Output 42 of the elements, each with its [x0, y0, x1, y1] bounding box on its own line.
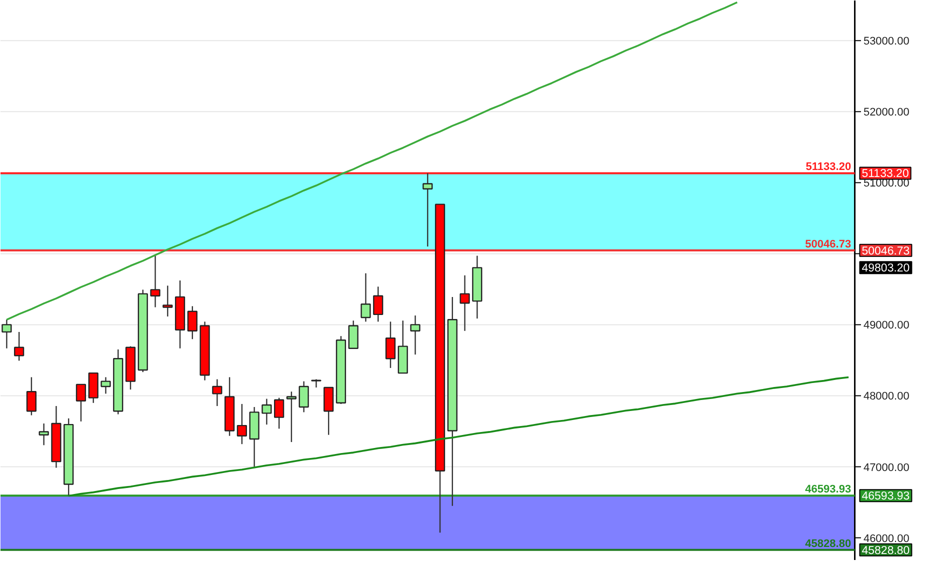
candlestick — [385, 321, 396, 369]
y-tick-label: 48000.00 — [863, 390, 910, 403]
candlestick — [150, 254, 160, 308]
candlestick — [360, 272, 371, 322]
candlestick — [298, 380, 309, 413]
y-tick-label: 47000.00 — [863, 462, 910, 474]
candlestick — [162, 285, 173, 318]
candlestick — [262, 398, 272, 426]
candlestick — [212, 378, 222, 407]
ref-line-label: 46593.93 — [805, 484, 852, 496]
candlestick — [100, 376, 111, 394]
candlestick — [76, 384, 86, 422]
candlestick — [286, 391, 297, 443]
candlestick — [373, 286, 384, 322]
candlestick — [460, 274, 470, 332]
text: 51133.20 — [862, 168, 909, 180]
candlestick — [324, 386, 334, 436]
candlestick — [14, 331, 24, 362]
text: 49803.20 — [862, 262, 910, 275]
y-tick-label: 49000.00 — [863, 320, 910, 332]
candlestick — [311, 378, 322, 388]
ref-line-label: 51133.20 — [806, 161, 852, 174]
line-series — [6, 1, 738, 321]
candlestick — [422, 172, 433, 248]
y-tick-label: 53000.00 — [863, 36, 910, 48]
y-tick-label: 52000.00 — [863, 106, 910, 119]
candlestick — [348, 320, 358, 349]
y-tick-label: 46000.00 — [863, 532, 910, 545]
candlestick — [26, 376, 37, 416]
candlestick — [38, 422, 49, 446]
y-tick-label: 51000.00 — [863, 178, 910, 190]
text: 46593.93 — [862, 490, 910, 503]
text: 50046.73 — [862, 245, 910, 258]
candlestick — [187, 306, 198, 340]
text: 45828.80 — [862, 544, 910, 557]
ref-line-label: 50046.73 — [805, 238, 852, 250]
line-series — [68, 376, 850, 497]
candlestick — [2, 318, 12, 349]
candlestick — [236, 403, 247, 445]
candlestick — [410, 314, 420, 356]
ref-line-label: 45828.80 — [805, 538, 852, 550]
candlestick — [274, 397, 284, 430]
